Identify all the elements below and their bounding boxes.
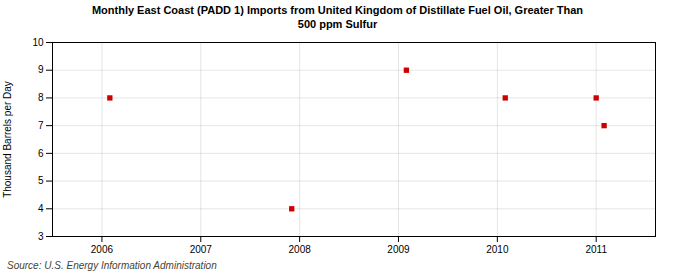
svg-text:2009: 2009	[387, 243, 410, 254]
svg-text:4: 4	[38, 202, 44, 213]
svg-text:2010: 2010	[486, 243, 509, 254]
svg-text:2007: 2007	[190, 243, 213, 254]
svg-text:9: 9	[38, 64, 44, 75]
html-text:Source: U.S. Energy Informatio: Source: U.S. Energy Information Administ…	[7, 259, 217, 271]
svg-text:5: 5	[38, 175, 44, 186]
svg-text:6: 6	[38, 147, 44, 158]
svg-text:3: 3	[38, 230, 44, 241]
svg-text:8: 8	[38, 92, 44, 103]
svg-text:Thousand Barrels per Day: Thousand Barrels per Day	[2, 81, 13, 198]
svg-text:10: 10	[32, 36, 44, 47]
svg-text:2008: 2008	[289, 243, 312, 254]
svg-text:7: 7	[38, 119, 44, 130]
html-text:Monthly East Coast (PADD 1) Im: Monthly East Coast (PADD 1) Imports from…	[91, 4, 584, 30]
svg-text:2006: 2006	[91, 243, 114, 254]
svg-text:2011: 2011	[585, 243, 607, 254]
